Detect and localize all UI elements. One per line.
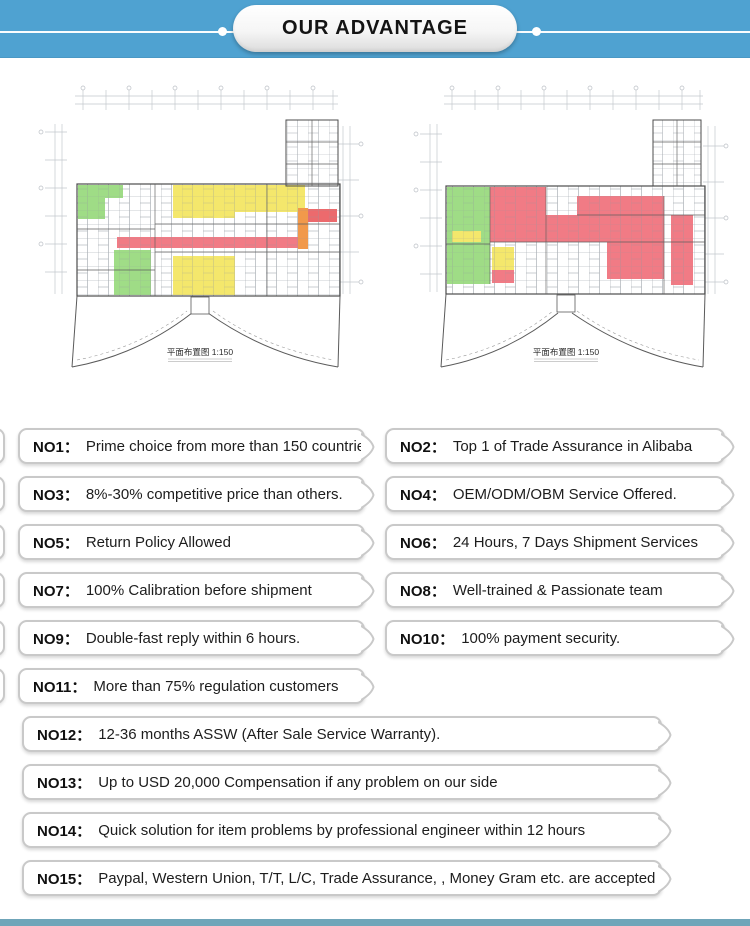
- decorative-dot-right: [532, 27, 541, 36]
- advantage-text: Quick solution for item problems by prof…: [98, 821, 586, 839]
- chevron-right-icon: [361, 529, 375, 557]
- plan-caption-right: 平面布置图 1:150: [533, 347, 599, 357]
- advantage-number: NO9：: [33, 630, 79, 648]
- advantage-box-no15: NO15： Paypal, Western Union, T/T, L/C, T…: [22, 860, 672, 896]
- chevron-right-icon: [658, 865, 672, 893]
- chevron-right-icon: [658, 769, 672, 797]
- advantage-text: 100% Calibration before shipment: [85, 581, 312, 599]
- chevron-right-icon: [658, 817, 672, 845]
- adv-row-1: NO1： Prime choice from more than 150 cou…: [0, 428, 750, 464]
- advantage-number: NO7：: [33, 582, 79, 600]
- chevron-right-icon: [361, 481, 375, 509]
- advantage-text: Return Policy Allowed: [85, 533, 231, 551]
- advantage-number: NO15：: [37, 870, 92, 888]
- chevron-right-icon: [721, 433, 735, 461]
- advantage-box-no10: NO10： 100% payment security.: [385, 620, 735, 656]
- advantage-box-no2: NO2： Top 1 of Trade Assurance in Alibaba: [385, 428, 735, 464]
- advantages-list: NO1： Prime choice from more than 150 cou…: [0, 428, 750, 908]
- floor-plan-right: 平面布置图 1:150: [413, 85, 729, 368]
- advantage-number: NO6：: [400, 534, 446, 552]
- advantage-text: 100% payment security.: [461, 629, 621, 647]
- advantage-text: More than 75% regulation customers: [93, 677, 339, 695]
- advantage-text: 24 Hours, 7 Days Shipment Services: [452, 533, 698, 551]
- advantage-text: Up to USD 20,000 Compensation if any pro…: [98, 773, 498, 791]
- floor-plan-left: 平面布置图 1:150: [38, 85, 364, 368]
- adv-row-4: NO7： 100% Calibration before shipment NO…: [0, 572, 750, 608]
- advantage-box-no6: NO6： 24 Hours, 7 Days Shipment Services: [385, 524, 735, 560]
- header-banner: OUR ADVANTAGE: [0, 0, 750, 58]
- chevron-right-icon: [361, 673, 375, 701]
- advantage-text: Paypal, Western Union, T/T, L/C, Trade A…: [98, 869, 656, 887]
- advantage-ribbon: OUR ADVANTAGE: [233, 5, 517, 52]
- advantage-box-no7: NO7： 100% Calibration before shipment: [18, 572, 375, 608]
- advantage-text: Prime choice from more than 150 countrie…: [85, 437, 373, 455]
- adv-row-6: NO11： More than 75% regulation customers: [0, 668, 750, 704]
- chevron-right-icon: [721, 529, 735, 557]
- advantage-number: NO11：: [33, 678, 87, 696]
- advantage-number: NO3：: [33, 486, 79, 504]
- advantage-box-no5: NO5： Return Policy Allowed: [18, 524, 375, 560]
- chevron-right-icon: [361, 433, 375, 461]
- advantage-box-no14: NO14： Quick solution for item problems b…: [22, 812, 672, 848]
- adv-row-7: NO12： 12-36 months ASSW (After Sale Serv…: [0, 716, 750, 752]
- decorative-dot-left: [218, 27, 227, 36]
- advantage-text: OEM/ODM/OBM Service Offered.: [452, 485, 677, 503]
- advantage-box-no13: NO13： Up to USD 20,000 Compensation if a…: [22, 764, 672, 800]
- advantage-box-no11: NO11： More than 75% regulation customers: [18, 668, 375, 704]
- page-title: OUR ADVANTAGE: [282, 17, 468, 39]
- adv-row-10: NO15： Paypal, Western Union, T/T, L/C, T…: [0, 860, 750, 896]
- advantage-text: Double-fast reply within 6 hours.: [85, 629, 301, 647]
- adv-row-3: NO5： Return Policy Allowed NO6： 24 Hours…: [0, 524, 750, 560]
- advantage-number: NO13：: [37, 774, 92, 792]
- box-fragment: [0, 428, 5, 464]
- advantage-number: NO4：: [400, 486, 446, 504]
- advantage-box-no12: NO12： 12-36 months ASSW (After Sale Serv…: [22, 716, 672, 752]
- advantage-text: 8%-30% competitive price than others.: [85, 485, 343, 503]
- adv-row-5: NO9： Double-fast reply within 6 hours. N…: [0, 620, 750, 656]
- box-fragment: [0, 476, 5, 512]
- footer-bar: [0, 919, 750, 926]
- chevron-right-icon: [361, 577, 375, 605]
- advantage-number: NO10：: [400, 630, 455, 648]
- advantage-number: NO2：: [400, 438, 446, 456]
- box-fragment: [0, 620, 5, 656]
- advantage-number: NO1：: [33, 438, 79, 456]
- advantage-box-no9: NO9： Double-fast reply within 6 hours.: [18, 620, 375, 656]
- advantage-number: NO12：: [37, 726, 92, 744]
- adv-row-2: NO3： 8%-30% competitive price than other…: [0, 476, 750, 512]
- chevron-right-icon: [361, 625, 375, 653]
- advantage-number: NO14：: [37, 822, 92, 840]
- advantage-box-no1: NO1： Prime choice from more than 150 cou…: [18, 428, 375, 464]
- plan-caption-left: 平面布置图 1:150: [167, 347, 233, 357]
- box-fragment: [0, 668, 5, 704]
- advantage-text: Top 1 of Trade Assurance in Alibaba: [452, 437, 693, 455]
- box-fragment: [0, 572, 5, 608]
- advantage-box-no3: NO3： 8%-30% competitive price than other…: [18, 476, 375, 512]
- box-fragment: [0, 524, 5, 560]
- adv-row-9: NO14： Quick solution for item problems b…: [0, 812, 750, 848]
- chevron-right-icon: [721, 481, 735, 509]
- chevron-right-icon: [658, 721, 672, 749]
- chevron-right-icon: [721, 625, 735, 653]
- advantage-text: 12-36 months ASSW (After Sale Service Wa…: [98, 725, 441, 743]
- advantage-box-no4: NO4： OEM/ODM/OBM Service Offered.: [385, 476, 735, 512]
- advantage-box-no8: NO8： Well-trained & Passionate team: [385, 572, 735, 608]
- advantage-number: NO5：: [33, 534, 79, 552]
- adv-row-8: NO13： Up to USD 20,000 Compensation if a…: [0, 764, 750, 800]
- advantage-text: Well-trained & Passionate team: [452, 581, 663, 599]
- advantage-number: NO8：: [400, 582, 446, 600]
- chevron-right-icon: [721, 577, 735, 605]
